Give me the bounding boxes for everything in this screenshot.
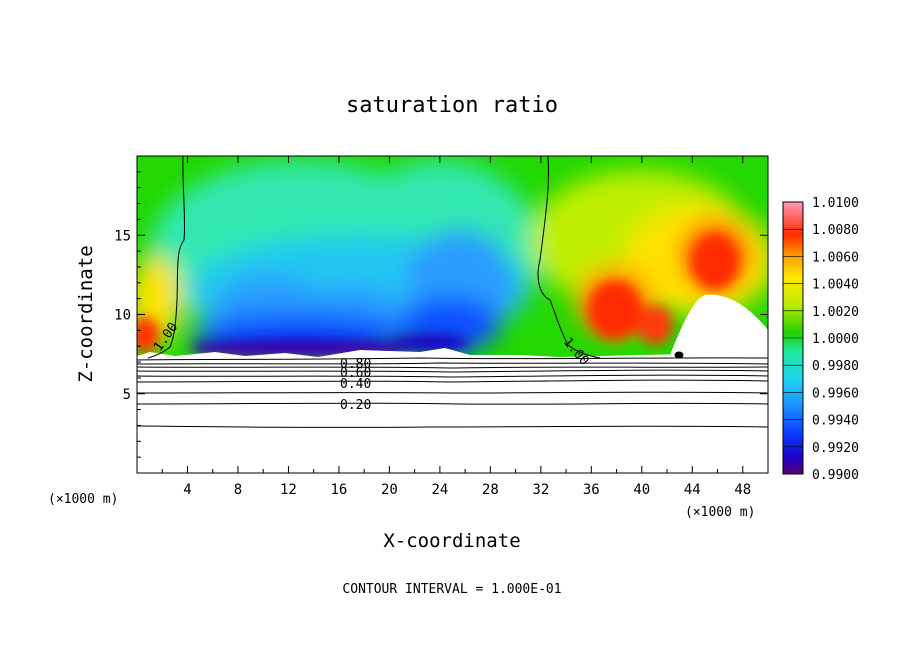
contour-lower-3	[137, 366, 768, 369]
chart-title: saturation ratio	[346, 93, 558, 118]
colorbar-label: 0.9900	[812, 468, 859, 483]
contour-lower-4	[137, 369, 768, 373]
x-tick-label: 12	[280, 482, 297, 498]
contour-lower-8	[137, 402, 768, 405]
x-tick-label: 32	[532, 482, 549, 498]
contour-label-0.20: 0.20	[340, 398, 371, 413]
field-core	[137, 234, 739, 357]
x-tick-label: 36	[583, 482, 600, 498]
x-tick-label: 8	[234, 482, 242, 498]
x-tick-label: 48	[734, 482, 751, 498]
contour-lower-1	[137, 357, 768, 361]
y-tick-label: 10	[114, 308, 131, 324]
x-tick-label: 44	[684, 482, 701, 498]
x-tick-label: 28	[482, 482, 499, 498]
x-tick-label: 16	[330, 482, 347, 498]
unsaturated-region-left	[137, 348, 768, 473]
z-unit-label: (×1000 m)	[685, 505, 755, 520]
x-axis-label: X-coordinate	[383, 530, 520, 552]
contour-lower-5	[137, 374, 768, 378]
plot-area	[137, 156, 768, 473]
contour-lower-7	[137, 391, 768, 394]
y-tick-label: 15	[114, 228, 131, 244]
colorbar-label: 1.0020	[812, 305, 859, 320]
x-tick-label: 20	[381, 482, 398, 498]
contour-lower-2	[137, 362, 768, 365]
x-tick-label: 4	[183, 482, 191, 498]
contour-small-closed	[674, 351, 684, 359]
x-axis: 4 8 12 16 20 24 28 32 36 40 44 48	[161, 156, 751, 498]
x-tick-label: 24	[431, 482, 448, 498]
y-axis: 5 10 15	[114, 171, 768, 458]
contour-label-0.60: 0.60	[340, 366, 371, 381]
colorbar-label: 1.0040	[812, 278, 859, 293]
contour-lower-6	[137, 379, 768, 383]
colorbar-label: 1.0000	[812, 332, 859, 347]
unsaturated-region-right	[668, 294, 768, 360]
contour-interval-note: CONTOUR INTERVAL = 1.000E-01	[342, 582, 561, 597]
colorbar-label: 0.9980	[812, 359, 859, 374]
contour-1.00-left	[147, 156, 186, 359]
colorbar-label: 0.9940	[812, 414, 859, 429]
colorbar-label: 1.0060	[812, 250, 859, 265]
contour-label-0.40: 0.40	[340, 377, 371, 392]
colorbar-label: 0.9920	[812, 441, 859, 456]
colorbar: 1.0100 1.0080 1.0060 1.0040 1.0020 1.0000 0.99…	[782, 196, 859, 483]
contour-label-0.80: 0.80	[340, 357, 371, 372]
y-tick-label: 5	[123, 387, 131, 403]
colorbar-label: 0.9960	[812, 386, 859, 401]
x-unit-label: (×1000 m)	[48, 492, 118, 507]
contour-1.00-right	[537, 156, 601, 359]
contour-lower-9	[137, 425, 768, 428]
colorbar-label: 1.0080	[812, 223, 859, 238]
y-axis-label: Z-coordinate	[75, 245, 97, 382]
colorbar-label: 1.0100	[812, 196, 859, 211]
contours	[137, 156, 768, 428]
x-tick-label: 40	[633, 482, 650, 498]
